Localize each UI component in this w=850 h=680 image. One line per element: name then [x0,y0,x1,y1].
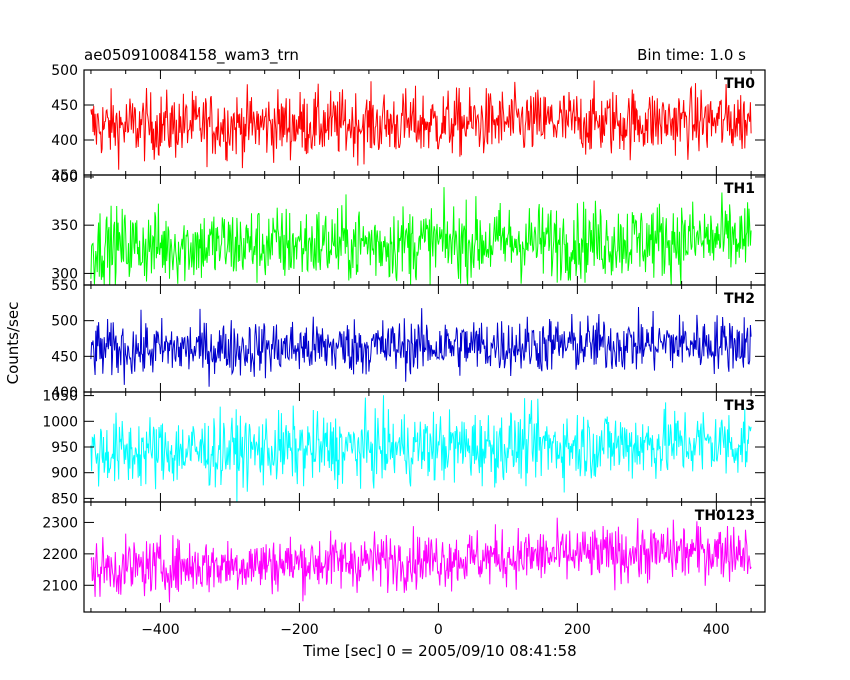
panel-th2: 400 450 500 550 TH2 [51,278,766,401]
y-tick-label: 950 [51,440,78,456]
x-tick-label: 400 [703,622,730,638]
x-tick-label: 200 [564,622,591,638]
panel-label: TH1 [724,181,755,197]
y-tick-label: 400 [51,170,78,186]
y-tick-label: 400 [51,385,78,401]
panel-label: TH0 [724,76,755,92]
y-tick-label: 550 [51,278,78,294]
series-line-th3 [90,395,752,503]
panel-th0123: 2100 2200 2300 TH0123 [42,501,766,613]
y-tick-label: 400 [51,133,78,149]
panel-frame [83,501,766,613]
series-line-th1 [90,187,752,286]
x-tick-label: −200 [280,622,318,638]
y-tick-label: 350 [51,218,78,234]
y-tick-label: 1050 [42,389,78,405]
y-tick-label: 2300 [42,515,78,531]
y-tick-label: 900 [51,466,78,482]
x-tick-label: 0 [434,622,443,638]
y-tick-label: 450 [51,349,78,365]
y-tick-label: 450 [51,98,78,114]
bin-time-label: Bin time: 1.0 s [637,46,746,64]
y-tick-label: 1000 [42,414,78,430]
y-tick-label: 2100 [42,578,78,594]
series-line-th0 [90,80,752,170]
y-tick-label: 300 [51,266,78,282]
panel-stack: 350400450500TH0300350400TH1400450500550T… [42,63,766,638]
panel-label: TH0123 [695,508,755,524]
chart-title: ae050910084158_wam3_trn [84,46,299,65]
panel-frame [83,284,766,393]
panel-th3: 850 900 950 1000 1050 TH3 [42,389,766,507]
panel-label: TH2 [724,291,755,307]
y-tick-label: 500 [51,314,78,330]
x-tick-label: −400 [141,622,179,638]
x-axis-label: Time [sec] 0 = 2005/09/10 08:41:58 [302,642,576,660]
series-line-th2 [90,306,752,387]
y-tick-label: 2200 [42,547,78,563]
series-line-th0123 [90,517,752,603]
y-tick-label: 350 [51,168,78,184]
panel-label: TH3 [724,398,755,414]
y-tick-label: 500 [51,63,78,79]
y-tick-label: 850 [51,491,78,507]
y-axis-label: Counts/sec [4,302,22,385]
